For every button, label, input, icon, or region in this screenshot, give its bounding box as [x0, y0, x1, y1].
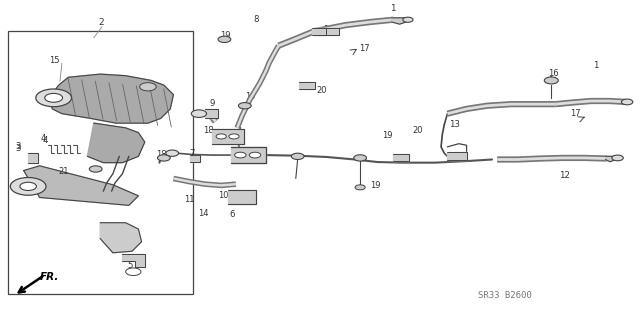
Text: 14: 14 [198, 209, 208, 219]
Polygon shape [88, 123, 145, 163]
Polygon shape [299, 82, 315, 89]
Text: 18: 18 [204, 126, 214, 135]
Polygon shape [392, 18, 406, 24]
Text: 1: 1 [593, 61, 598, 70]
Text: 3: 3 [15, 144, 21, 153]
Polygon shape [49, 74, 173, 123]
Circle shape [36, 89, 72, 107]
Circle shape [20, 182, 36, 190]
Circle shape [218, 36, 231, 42]
Polygon shape [314, 28, 339, 34]
Text: 21: 21 [59, 167, 69, 176]
Text: 2: 2 [99, 19, 104, 27]
Polygon shape [205, 109, 218, 118]
Circle shape [544, 77, 558, 84]
Text: 1: 1 [390, 4, 396, 13]
Text: 13: 13 [449, 120, 460, 129]
Polygon shape [28, 153, 38, 163]
Circle shape [354, 155, 367, 161]
Circle shape [235, 152, 246, 158]
Text: 16: 16 [548, 69, 559, 78]
Circle shape [216, 134, 227, 139]
Text: 6: 6 [230, 210, 235, 219]
Circle shape [157, 155, 170, 161]
Circle shape [303, 84, 312, 88]
Text: 19: 19 [370, 181, 380, 190]
Circle shape [191, 110, 207, 117]
Text: 4: 4 [41, 134, 46, 144]
Circle shape [45, 93, 63, 102]
Text: SR33 B2600: SR33 B2600 [478, 291, 532, 300]
Circle shape [229, 134, 239, 139]
Text: 8: 8 [253, 15, 259, 24]
Circle shape [249, 152, 260, 158]
Text: 10: 10 [218, 191, 228, 200]
Text: 7: 7 [189, 149, 195, 158]
Circle shape [140, 83, 156, 91]
Text: 9: 9 [210, 99, 215, 108]
Polygon shape [212, 130, 244, 144]
Text: 11: 11 [184, 195, 195, 204]
Circle shape [166, 150, 179, 156]
Polygon shape [228, 189, 256, 204]
Polygon shape [394, 154, 409, 161]
Text: FR.: FR. [40, 272, 59, 282]
Text: 16: 16 [323, 25, 334, 34]
Text: 5: 5 [127, 261, 132, 270]
Polygon shape [231, 147, 266, 163]
Polygon shape [190, 155, 200, 162]
Text: 17: 17 [570, 108, 581, 117]
Text: 19: 19 [246, 92, 256, 101]
Polygon shape [100, 223, 141, 253]
Text: 20: 20 [317, 86, 327, 95]
Bar [8, 32, 193, 294]
Circle shape [621, 99, 633, 105]
Polygon shape [122, 254, 145, 267]
Text: 4: 4 [43, 136, 48, 145]
Circle shape [291, 153, 304, 160]
Text: 19: 19 [383, 131, 393, 140]
Circle shape [125, 268, 141, 276]
Polygon shape [24, 166, 138, 205]
Text: 12: 12 [559, 171, 570, 181]
Text: 18: 18 [156, 150, 166, 159]
Circle shape [612, 155, 623, 161]
Circle shape [10, 178, 46, 195]
Polygon shape [447, 152, 467, 160]
Circle shape [355, 185, 365, 190]
Text: 3: 3 [15, 142, 21, 151]
Text: 15: 15 [49, 56, 60, 65]
Text: 17: 17 [360, 44, 370, 53]
Polygon shape [605, 156, 616, 162]
Polygon shape [312, 28, 326, 34]
Circle shape [239, 103, 251, 109]
Circle shape [90, 166, 102, 172]
Circle shape [403, 17, 413, 22]
Text: 19: 19 [221, 31, 231, 40]
Text: 20: 20 [412, 126, 423, 135]
